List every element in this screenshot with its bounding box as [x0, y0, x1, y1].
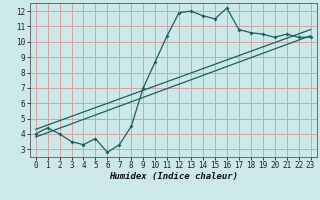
X-axis label: Humidex (Indice chaleur): Humidex (Indice chaleur): [108, 172, 238, 181]
